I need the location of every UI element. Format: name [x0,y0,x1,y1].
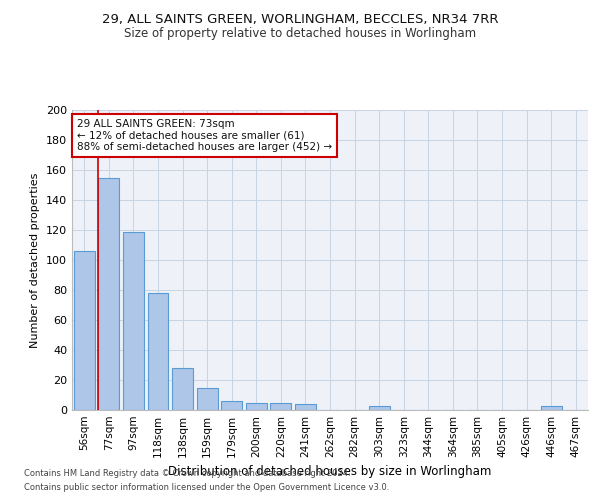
Bar [74,251,95,410]
Bar [221,401,242,410]
Text: Contains HM Land Registry data © Crown copyright and database right 2024.: Contains HM Land Registry data © Crown c… [24,468,350,477]
Bar [197,388,218,410]
Bar [123,232,144,410]
Text: 29, ALL SAINTS GREEN, WORLINGHAM, BECCLES, NR34 7RR: 29, ALL SAINTS GREEN, WORLINGHAM, BECCLE… [102,12,498,26]
Text: Size of property relative to detached houses in Worlingham: Size of property relative to detached ho… [124,28,476,40]
Text: 29 ALL SAINTS GREEN: 73sqm
← 12% of detached houses are smaller (61)
88% of semi: 29 ALL SAINTS GREEN: 73sqm ← 12% of deta… [77,119,332,152]
Bar [172,368,193,410]
Bar [368,406,389,410]
Bar [246,402,267,410]
Text: Contains public sector information licensed under the Open Government Licence v3: Contains public sector information licen… [24,484,389,492]
Y-axis label: Number of detached properties: Number of detached properties [31,172,40,348]
Bar [295,404,316,410]
X-axis label: Distribution of detached houses by size in Worlingham: Distribution of detached houses by size … [169,466,491,478]
Bar [541,406,562,410]
Bar [148,293,169,410]
Bar [271,402,292,410]
Bar [98,178,119,410]
